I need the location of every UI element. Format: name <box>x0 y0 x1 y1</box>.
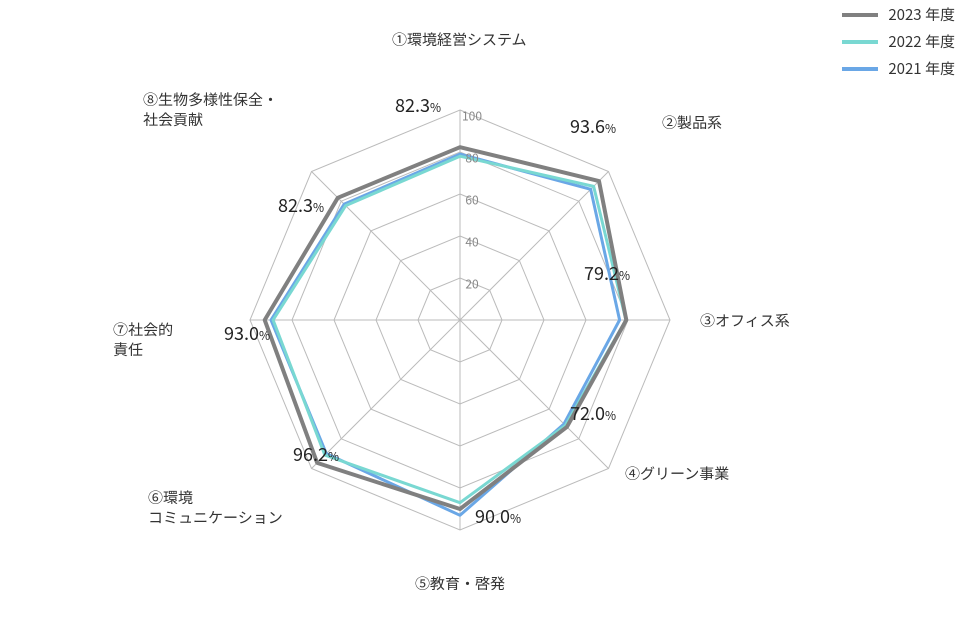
legend-label: 2023 年度 <box>888 4 955 25</box>
axis-value-label: 79.2% <box>584 260 630 286</box>
legend-label: 2022 年度 <box>888 31 955 52</box>
axis-value-label: 96.2% <box>293 441 339 467</box>
axis-label: ⑦社会的責任 <box>113 320 173 361</box>
radar-chart-container: 2023 年度 2022 年度 2021 年度 20 40 60 80 100 ①環境経営… <box>0 0 973 625</box>
legend-label: 2021 年度 <box>888 58 955 79</box>
legend: 2023 年度 2022 年度 2021 年度 <box>842 4 955 85</box>
axis-label: ①環境経営システム <box>392 30 527 50</box>
axis-value-label: 93.6% <box>570 113 616 139</box>
axis-value-label: 90.0% <box>475 503 521 529</box>
axis-label: ⑥環境コミュニケーション <box>148 488 283 529</box>
legend-swatch <box>842 13 878 17</box>
ring-tick-label: 40 <box>465 234 478 251</box>
legend-item: 2021 年度 <box>842 58 955 79</box>
legend-swatch <box>842 40 878 44</box>
ring-tick-label: 20 <box>465 276 478 293</box>
ring-tick-label: 80 <box>465 150 478 167</box>
legend-swatch <box>842 67 878 71</box>
axis-value-label: 82.3% <box>395 92 441 118</box>
axis-value-label: 72.0% <box>570 400 616 426</box>
ring-tick-label: 100 <box>462 108 482 125</box>
legend-item: 2023 年度 <box>842 4 955 25</box>
legend-item: 2022 年度 <box>842 31 955 52</box>
axis-value-label: 93.0% <box>224 320 270 346</box>
axis-label: ⑤教育・啓発 <box>415 574 505 594</box>
axis-value-label: 82.3% <box>278 192 324 218</box>
ring-tick-label: 60 <box>465 192 478 209</box>
axis-label: ⑧生物多様性保全・社会貢献 <box>143 90 278 131</box>
axis-label: ②製品系 <box>662 113 722 133</box>
axis-label: ③オフィス系 <box>700 311 790 331</box>
axis-label: ④グリーン事業 <box>625 464 729 484</box>
